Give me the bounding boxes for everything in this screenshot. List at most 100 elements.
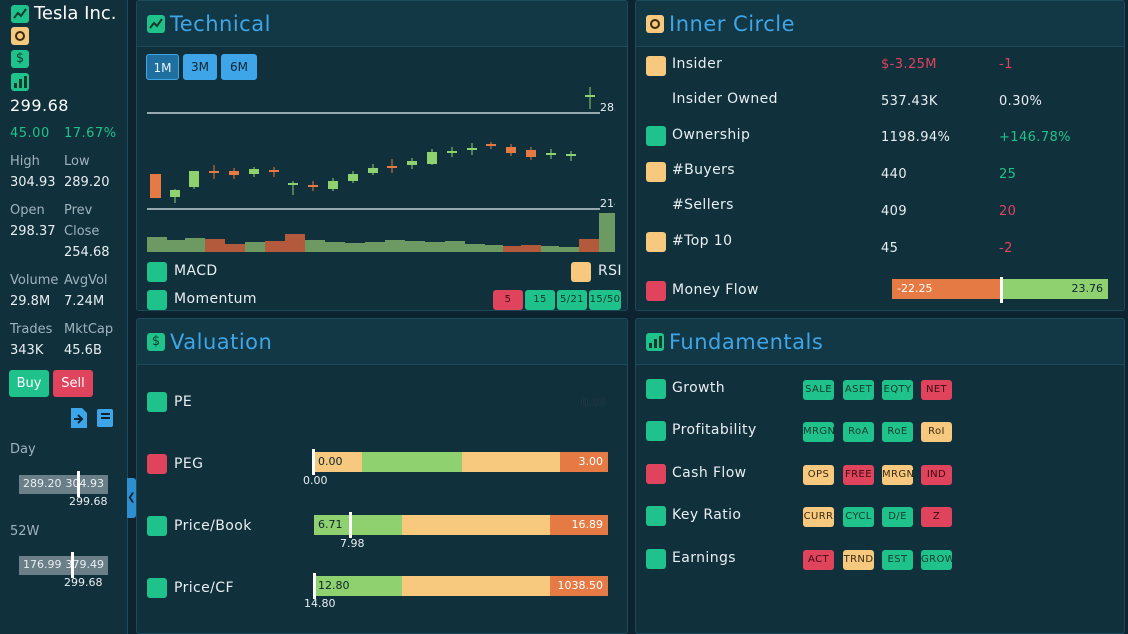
day-range-label: Day [10, 442, 36, 457]
key-ratio-toggle[interactable] [646, 506, 666, 526]
top10-label: #Top 10 [672, 233, 733, 249]
earnings-tag-act[interactable]: ACT [803, 550, 834, 570]
low-label: Low [64, 154, 90, 169]
pe-toggle[interactable] [147, 392, 167, 412]
price-book-toggle[interactable] [147, 516, 167, 536]
peg-label: PEG [174, 456, 204, 472]
peg-toggle[interactable] [147, 454, 167, 474]
momentum-tag-15[interactable]: 15 [525, 290, 555, 310]
macd-toggle[interactable] [147, 262, 167, 282]
price-book-left: 6.71 [318, 518, 343, 531]
bar-chart-icon[interactable] [11, 73, 29, 91]
insider-owned-pct: 0.30% [999, 94, 1043, 109]
insider-owned-label: Insider Owned [672, 91, 778, 107]
change: 45.00 [10, 126, 50, 141]
price-book-label: Price/Book [174, 518, 252, 534]
sell-button[interactable]: Sell [53, 370, 93, 397]
volume-bars [147, 213, 615, 252]
earnings-tag-grow[interactable]: GROW [921, 550, 955, 570]
open-label: Open [10, 203, 45, 218]
cash-flow-label: Cash Flow [672, 465, 747, 481]
profitability-tag-roi[interactable]: RoI [921, 422, 952, 442]
w52-low: 176.99 [23, 558, 62, 571]
ownership-toggle[interactable] [646, 126, 666, 146]
export-icon[interactable] [70, 407, 88, 429]
profitability-tag-roe[interactable]: RoE [882, 422, 913, 442]
macd-label: MACD [174, 263, 218, 279]
earnings-tag-est[interactable]: EST [882, 550, 913, 570]
key-ratio-tag-cycl[interactable]: CYCL [843, 507, 874, 527]
valuation-title: Valuation [170, 329, 273, 354]
fundamentals-header: Fundamentals [636, 319, 1124, 365]
growth-tag-eqty[interactable]: EQTY [882, 380, 913, 400]
money-flow-left: -22.25 [897, 282, 933, 295]
prev-close-label: Close [64, 224, 100, 239]
mktcap-label: MktCap [64, 322, 114, 337]
w52-high: 379.49 [65, 558, 105, 571]
cash-flow-toggle[interactable] [646, 464, 666, 484]
growth-tag-aset[interactable]: ASET [843, 380, 874, 400]
notebook-icon[interactable] [96, 408, 114, 428]
rsi-toggle[interactable] [571, 262, 591, 282]
price-cf-bar: 12.80 1038.50 [314, 576, 608, 596]
growth-tag-net[interactable]: NET [921, 380, 952, 400]
money-flow-toggle[interactable] [646, 281, 666, 301]
key-ratio-tag-z[interactable]: Z [921, 507, 952, 527]
top10-value: 45 [881, 241, 899, 256]
high-value: 304.93 [10, 175, 56, 190]
price-cf-left: 12.80 [318, 579, 350, 592]
inner-circle-icon[interactable] [11, 27, 29, 45]
open-value: 298.37 [10, 224, 56, 239]
key-ratio-tag-curr[interactable]: CURR [803, 507, 834, 527]
fundamentals-panel: Fundamentals Growth SALE ASET EQTY NET P… [635, 318, 1125, 634]
collapse-sidebar-button[interactable]: ❮ [127, 478, 136, 518]
technical-panel: Technical 1M 3M 6M [136, 0, 628, 311]
peg-left: 0.00 [318, 455, 343, 468]
ownership-change: +146.78% [999, 130, 1071, 145]
price-cf-label: Price/CF [174, 580, 234, 596]
profitability-tag-mrgn[interactable]: MRGN [803, 422, 835, 442]
profitability-toggle[interactable] [646, 421, 666, 441]
mktcap-value: 45.6B [64, 343, 102, 358]
momentum-tag-15-50[interactable]: 15/50 [589, 290, 621, 310]
level-high-label: 285 [600, 101, 615, 114]
peg-right: 3.00 [578, 455, 604, 468]
w52-range-bar: 176.99 379.49 [19, 552, 108, 578]
period-3m-button[interactable]: 3M [183, 54, 217, 80]
buyers-toggle[interactable] [646, 162, 666, 182]
insider-toggle[interactable] [646, 56, 666, 76]
cash-flow-tag-mrgn[interactable]: MRGN [882, 465, 914, 485]
chart-icon[interactable] [11, 5, 29, 23]
prev-close-value: 254.68 [64, 245, 110, 260]
cash-flow-tag-free[interactable]: FREE [843, 465, 874, 485]
profitability-tag-roa[interactable]: RoA [843, 422, 874, 442]
price-book-right: 16.89 [571, 518, 604, 531]
dollar-icon[interactable]: $ [11, 50, 29, 68]
cash-flow-tag-ind[interactable]: IND [921, 465, 952, 485]
growth-tag-sale[interactable]: SALE [803, 380, 834, 400]
momentum-tag-5[interactable]: 5 [493, 290, 523, 310]
price-book-bar: 6.71 16.89 [314, 515, 608, 535]
insider-owned-value: 537.43K [881, 94, 938, 109]
period-6m-button[interactable]: 6M [221, 54, 257, 80]
cash-flow-tag-ops[interactable]: OPS [803, 465, 834, 485]
momentum-tag-5-21[interactable]: 5/21 [557, 290, 587, 310]
price-chart: 285 214 [147, 87, 615, 252]
ticker-name: Tesla Inc. [34, 3, 117, 24]
momentum-toggle[interactable] [147, 290, 167, 310]
price-cf-right: 1038.50 [557, 579, 604, 592]
key-ratio-tag-de[interactable]: D/E [882, 507, 913, 527]
profitability-label: Profitability [672, 422, 757, 438]
price-cf-toggle[interactable] [147, 578, 167, 598]
low-value: 289.20 [64, 175, 110, 190]
top10-toggle[interactable] [646, 232, 666, 252]
w52-range-label: 52W [10, 524, 40, 539]
buy-button[interactable]: Buy [9, 370, 49, 397]
period-1m-button[interactable]: 1M [146, 54, 179, 80]
earnings-toggle[interactable] [646, 549, 666, 569]
dollar-icon: $ [147, 332, 165, 351]
money-flow-bar: -22.25 23.76 [892, 279, 1108, 299]
price-cf-marker [313, 573, 316, 599]
growth-toggle[interactable] [646, 379, 666, 399]
earnings-tag-trnd[interactable]: TRND [843, 550, 874, 570]
